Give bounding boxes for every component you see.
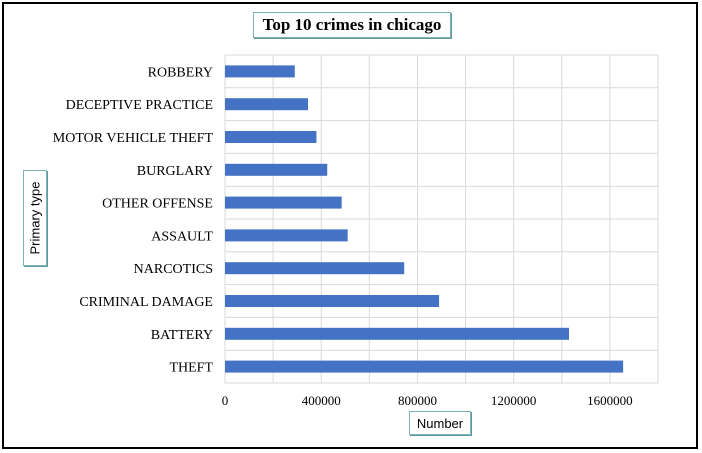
category-label: ASSAULT	[151, 229, 213, 244]
bar-battery	[225, 327, 569, 340]
bar-other-offense	[225, 196, 342, 209]
x-tick-labels: 0 400000 800000 1200000 1600000	[222, 393, 633, 408]
category-label: THEFT	[169, 361, 213, 376]
bar-deceptive-practice	[225, 98, 308, 111]
x-axis-label-box: Number	[409, 411, 471, 435]
x-tick-label: 400000	[302, 393, 341, 408]
x-tick-label: 800000	[398, 393, 437, 408]
bar-burglary	[225, 163, 328, 176]
x-axis-label: Number	[416, 415, 464, 431]
category-label: NARCOTICS	[134, 262, 213, 277]
bar-motor-vehicle-theft	[225, 131, 317, 143]
bar-theft	[225, 360, 624, 373]
category-labels: THEFT BATTERY CRIMINAL DAMAGE NARCOTICS ASSA…	[53, 65, 214, 375]
category-label: ROBBERY	[148, 65, 213, 80]
x-tick-label: 0	[222, 393, 229, 408]
x-tick-label: 1600000	[587, 393, 633, 408]
y-axis-label-box: Primary type	[23, 170, 47, 266]
bar-robbery	[225, 65, 295, 78]
chart-title-text: Top 10 crimes in chicago	[262, 15, 442, 34]
bar-narcotics	[225, 262, 405, 275]
category-label: DECEPTIVE PRACTICE	[66, 98, 213, 113]
bar-assault	[225, 229, 348, 242]
category-label: MOTOR VEHICLE THEFT	[53, 131, 214, 146]
category-label: CRIMINAL DAMAGE	[79, 295, 213, 310]
chart-title: Top 10 crimes in chicago	[253, 12, 451, 38]
category-label: OTHER OFFENSE	[102, 197, 213, 212]
bars	[225, 65, 624, 373]
x-tick-label: 1200000	[491, 393, 537, 408]
category-label: BURGLARY	[137, 164, 213, 179]
chart-frame	[2, 2, 698, 449]
bar-criminal-damage	[225, 295, 440, 307]
category-label: BATTERY	[151, 328, 213, 343]
y-axis-label: Primary type	[27, 181, 43, 255]
